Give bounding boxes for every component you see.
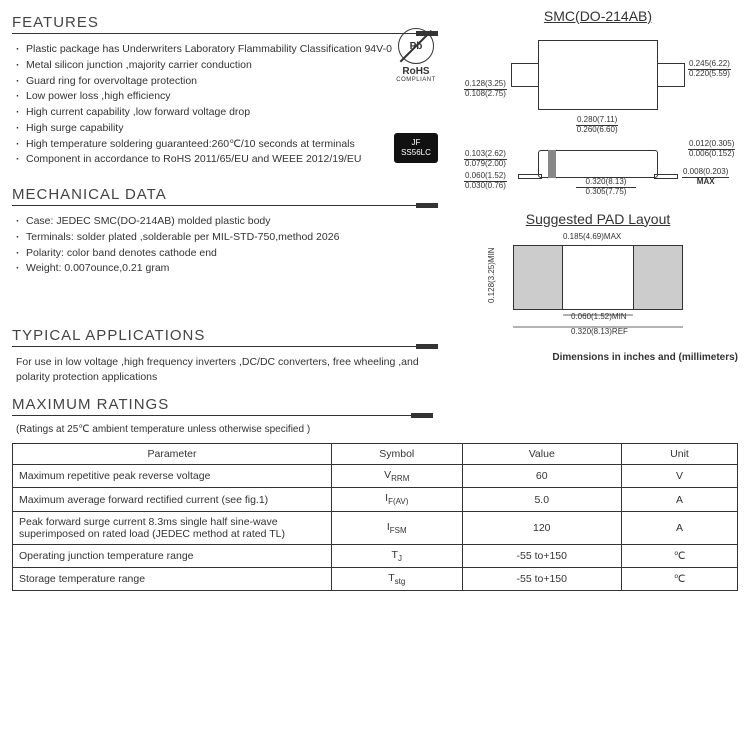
dim-profile-height: 0.103(2.62)0.079(2.00)	[464, 150, 507, 169]
feature-item: Low power loss ,high efficiency	[16, 89, 438, 105]
package-drawing: 0.128(3.25)0.108(2.75) 0.280(7.11)0.260(…	[458, 30, 738, 180]
cell-symbol: Tstg	[332, 567, 463, 590]
dim-body-width: 0.280(7.11)0.260(6.60)	[576, 116, 618, 135]
cathode-band	[548, 150, 556, 178]
col-symbol: Symbol	[332, 444, 463, 465]
pad-right	[633, 245, 683, 310]
feature-item: High surge capability	[16, 121, 438, 137]
dim-foot: 0.060(1.52)0.030(0.76)	[464, 172, 507, 191]
package-body-top	[538, 40, 658, 110]
chip-line1: JF	[412, 138, 421, 148]
maximum-title: MAXIMUM RATINGS	[12, 396, 738, 415]
mechanical-item: Weight: 0.007ounce,0.21 gram	[16, 261, 438, 277]
title-rule	[12, 415, 433, 416]
cell-value: -55 to+150	[462, 567, 622, 590]
ratings-note: (Ratings at 25℃ ambient temperature unle…	[16, 424, 738, 435]
title-rule	[12, 33, 438, 34]
typical-title: TYPICAL APPLICATIONS	[12, 327, 438, 346]
mechanical-item: Polarity: color band denotes cathode end	[16, 246, 438, 262]
dim-pad-width: 0.185(4.69)MAX	[563, 233, 621, 242]
dim-thickness: 0.012(0.305)0.006(0.152)	[688, 140, 735, 159]
chip-marking: JF SS56LC	[394, 133, 438, 163]
ratings-table: Parameter Symbol Value Unit Maximum repe…	[12, 443, 738, 590]
table-row: Maximum repetitive peak reverse voltageV…	[13, 465, 738, 488]
feature-item: Plastic package has Underwriters Laborat…	[16, 42, 438, 58]
title-rule	[12, 346, 438, 347]
lead-left	[511, 63, 539, 87]
feature-item: Guard ring for overvoltage protection	[16, 74, 438, 90]
cell-value: 60	[462, 465, 622, 488]
dim-body-height: 0.245(6.22)0.220(5.59)	[688, 60, 731, 79]
col-unit: Unit	[622, 444, 738, 465]
lead-right	[657, 63, 685, 87]
mechanical-section: MECHANICAL DATA Case: JEDEC SMC(DO-214AB…	[12, 186, 438, 277]
typical-text: For use in low voltage ,high frequency i…	[12, 355, 438, 384]
mechanical-list: Case: JEDEC SMC(DO-214AB) molded plastic…	[12, 214, 438, 277]
rohs-icon: Pb	[398, 28, 434, 64]
mechanical-item: Case: JEDEC SMC(DO-214AB) molded plastic…	[16, 214, 438, 230]
table-row: Storage temperature rangeTstg-55 to+150℃	[13, 567, 738, 590]
typical-section: TYPICAL APPLICATIONS For use in low volt…	[12, 327, 438, 384]
table-row: Peak forward surge current 8.3ms single …	[13, 511, 738, 544]
cell-symbol: IF(AV)	[332, 488, 463, 511]
maximum-ratings-section: MAXIMUM RATINGS (Ratings at 25℃ ambient …	[12, 396, 738, 590]
feature-item: Metal silicon junction ,majority carrier…	[16, 58, 438, 74]
cell-unit: ℃	[622, 544, 738, 567]
col-parameter: Parameter	[13, 444, 332, 465]
mechanical-item: Terminals: solder plated ,solderable per…	[16, 230, 438, 246]
title-rule	[12, 205, 438, 206]
cell-value: 5.0	[462, 488, 622, 511]
features-section: FEATURES Plastic package has Underwriter…	[12, 14, 438, 168]
cell-unit: ℃	[622, 567, 738, 590]
cell-parameter: Maximum average forward rectified curren…	[13, 488, 332, 511]
cell-unit: A	[622, 488, 738, 511]
rohs-label: RoHS	[394, 66, 438, 77]
cell-parameter: Operating junction temperature range	[13, 544, 332, 567]
dim-total-width: 0.320(8.13)0.305(7.75)	[576, 178, 636, 197]
features-title: FEATURES	[12, 14, 438, 33]
pad-layout-title: Suggested PAD Layout	[458, 211, 738, 227]
cell-parameter: Maximum repetitive peak reverse voltage	[13, 465, 332, 488]
table-row: Maximum average forward rectified curren…	[13, 488, 738, 511]
cell-unit: A	[622, 511, 738, 544]
package-body-profile	[538, 150, 658, 178]
package-title: SMC(DO-214AB)	[458, 8, 738, 24]
cell-parameter: Peak forward surge current 8.3ms single …	[13, 511, 332, 544]
badges: Pb RoHS COMPLIANT JF SS56LC	[394, 28, 438, 163]
pad-dim-lines	[513, 310, 683, 330]
feature-item: High current capability ,low forward vol…	[16, 105, 438, 121]
dim-lead-width: 0.128(3.25)0.108(2.75)	[464, 80, 507, 99]
table-header-row: Parameter Symbol Value Unit	[13, 444, 738, 465]
features-list: Plastic package has Underwriters Laborat…	[12, 42, 438, 168]
pad-layout-drawing: 0.185(4.69)MAX 0.128(3.25)MIN 0.060(1.52…	[458, 233, 738, 348]
cell-parameter: Storage temperature range	[13, 567, 332, 590]
cell-value: -55 to+150	[462, 544, 622, 567]
col-value: Value	[462, 444, 622, 465]
feature-item: High temperature soldering guaranteed:26…	[16, 137, 438, 153]
cell-symbol: TJ	[332, 544, 463, 567]
dim-lead-height: 0.008(0.203)MAX	[682, 168, 729, 187]
dim-pad-height: 0.128(3.25)MIN	[488, 247, 497, 303]
cell-symbol: IFSM	[332, 511, 463, 544]
cell-value: 120	[462, 511, 622, 544]
cell-symbol: VRRM	[332, 465, 463, 488]
cell-unit: V	[622, 465, 738, 488]
table-row: Operating junction temperature rangeTJ-5…	[13, 544, 738, 567]
rohs-sublabel: COMPLIANT	[394, 77, 438, 83]
mechanical-title: MECHANICAL DATA	[12, 186, 438, 205]
dimensions-note: Dimensions in inches and (millimeters)	[458, 352, 738, 363]
pad-left	[513, 245, 563, 310]
feature-item: Component in accordance to RoHS 2011/65/…	[16, 152, 438, 168]
chip-line2: SS56LC	[401, 148, 431, 158]
